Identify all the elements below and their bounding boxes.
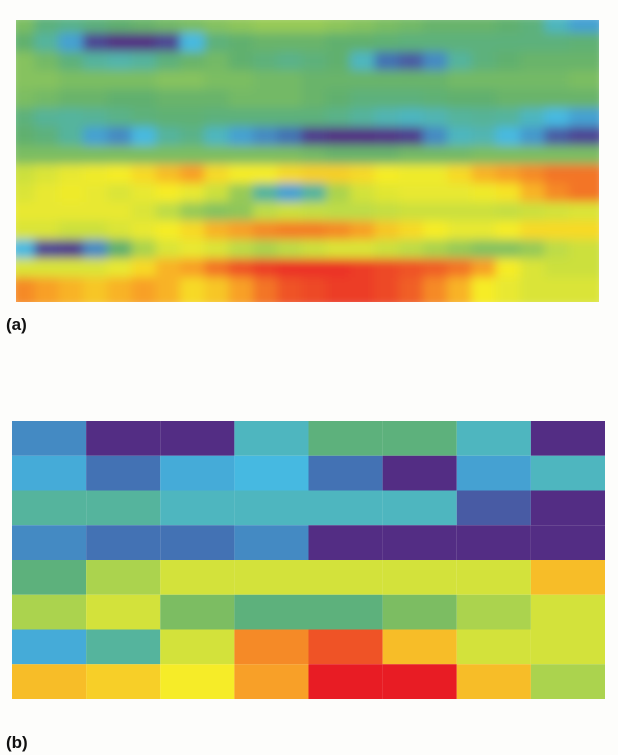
heatmap-b-cell-r4-c6 [456, 560, 531, 595]
heatmap-b-cell-r0-c5 [382, 421, 457, 456]
heatmap-b-cell-r6-c6 [456, 629, 531, 665]
heatmap-b-cell-r7-c6 [456, 664, 531, 699]
heatmap-panel-b [12, 421, 605, 699]
heatmap-b-cell-r4-c0 [12, 560, 87, 595]
heatmap-a-cell-r14-c23 [568, 277, 599, 302]
heatmap-b-cell-r4-c4 [308, 560, 383, 595]
heatmap-b-cell-r5-c3 [234, 594, 309, 630]
heatmap-b-cell-r2-c2 [160, 490, 235, 526]
heatmap-b-cell-r0-c6 [456, 421, 531, 456]
heatmap-b-cell-r2-c4 [308, 490, 383, 526]
heatmap-b-cell-r7-c5 [382, 664, 457, 699]
heatmap-b-cell-r3-c0 [12, 525, 87, 560]
heatmap-b-cell-r6-c3 [234, 629, 309, 665]
heatmap-b-cell-r3-c2 [160, 525, 235, 560]
heatmap-b-cell-r5-c4 [308, 594, 383, 630]
heatmap-b-cell-r5-c0 [12, 594, 87, 630]
heatmap-b-cell-r0-c7 [530, 421, 605, 456]
heatmap-b-cell-r6-c7 [530, 629, 605, 665]
heatmap-b-cell-r4-c7 [530, 560, 605, 595]
heatmap-b-cell-r2-c6 [456, 490, 531, 526]
heatmap-b-cell-r0-c4 [308, 421, 383, 456]
heatmap-b-cell-r3-c1 [86, 525, 161, 560]
heatmap-b-cell-r6-c0 [12, 629, 87, 665]
heatmap-b-cell-r2-c5 [382, 490, 457, 526]
heatmap-b-cell-r5-c5 [382, 594, 457, 630]
panel-label-b: (b) [6, 733, 28, 752]
heatmap-b-cell-r7-c7 [530, 664, 605, 699]
heatmap-a-canvas [16, 20, 599, 302]
heatmap-panel-a [16, 20, 599, 302]
heatmap-b-cell-r1-c7 [530, 455, 605, 491]
heatmap-b-canvas [12, 421, 605, 699]
heatmap-b-cell-r1-c6 [456, 455, 531, 491]
heatmap-b-cell-r7-c4 [308, 664, 383, 699]
heatmap-b-cell-r1-c5 [382, 455, 457, 491]
heatmap-b-cell-r3-c3 [234, 525, 309, 560]
heatmap-b-cell-r6-c1 [86, 629, 161, 665]
heatmap-b-cell-r2-c1 [86, 490, 161, 526]
heatmap-b-cell-r3-c5 [382, 525, 457, 560]
heatmap-b-cell-r1-c2 [160, 455, 235, 491]
heatmap-b-cell-r6-c5 [382, 629, 457, 665]
heatmap-b-cell-r3-c4 [308, 525, 383, 560]
heatmap-b-cell-r2-c3 [234, 490, 309, 526]
heatmap-b-cell-r4-c3 [234, 560, 309, 595]
panel-label-a: (a) [6, 315, 27, 334]
heatmap-b-cell-r2-c0 [12, 490, 87, 526]
heatmap-b-cell-r6-c2 [160, 629, 235, 665]
heatmap-b-cell-r1-c3 [234, 455, 309, 491]
heatmap-b-cell-r7-c2 [160, 664, 235, 699]
heatmap-b-cell-r6-c4 [308, 629, 383, 665]
heatmap-b-cell-r1-c4 [308, 455, 383, 491]
heatmap-b-cell-r4-c5 [382, 560, 457, 595]
heatmap-b-cell-r1-c0 [12, 455, 87, 491]
heatmap-b-cell-r5-c6 [456, 594, 531, 630]
heatmap-b-cell-r7-c1 [86, 664, 161, 699]
heatmap-b-cell-r0-c3 [234, 421, 309, 456]
heatmap-b-cell-r3-c6 [456, 525, 531, 560]
heatmap-b-cell-r7-c0 [12, 664, 87, 699]
heatmap-b-cell-r2-c7 [530, 490, 605, 526]
heatmap-b-cell-r0-c2 [160, 421, 235, 456]
heatmap-b-cell-r0-c0 [12, 421, 87, 456]
heatmap-b-cell-r5-c1 [86, 594, 161, 630]
heatmap-b-cell-r3-c7 [530, 525, 605, 560]
heatmap-b-cell-r5-c2 [160, 594, 235, 630]
heatmap-b-cell-r0-c1 [86, 421, 161, 456]
heatmap-b-cell-r7-c3 [234, 664, 309, 699]
heatmap-b-cell-r1-c1 [86, 455, 161, 491]
heatmap-b-cell-r4-c2 [160, 560, 235, 595]
heatmap-b-cell-r5-c7 [530, 594, 605, 630]
heatmap-b-cell-r4-c1 [86, 560, 161, 595]
